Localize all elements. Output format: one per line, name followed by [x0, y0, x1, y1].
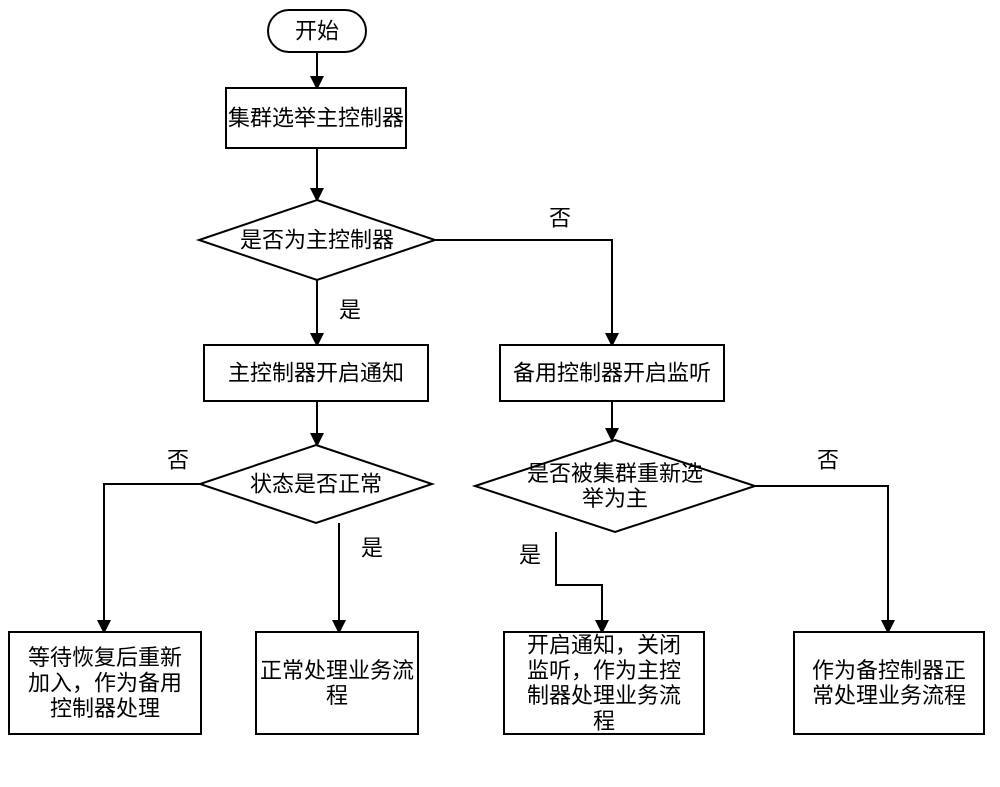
- flow-node-isMain: 是否为主控制器: [199, 200, 435, 280]
- node-text: 状态是否正常: [250, 472, 382, 497]
- flow-node-asBack: 作为备控制器正常处理业务流程: [794, 632, 984, 734]
- node-text: 是否被集群重新选: [527, 461, 703, 486]
- flow-node-elect: 集群选举主控制器: [226, 88, 406, 148]
- node-text: 备用控制器开启监听: [513, 361, 711, 386]
- flow-node-backOn: 备用控制器开启监听: [500, 345, 724, 401]
- node-text: 集群选举主控制器: [228, 106, 404, 131]
- node-text: 主控制器开启通知: [228, 361, 404, 386]
- flow-node-status: 状态是否正常: [200, 445, 432, 523]
- node-text: 开始: [295, 19, 339, 44]
- node-text: 等待恢复后重新: [28, 645, 182, 670]
- edge-label: 是: [361, 536, 383, 561]
- node-text: 常处理业务流程: [812, 683, 966, 708]
- flow-node-reelect: 是否被集群重新选举为主: [475, 440, 755, 532]
- edge-label: 是: [339, 298, 361, 323]
- edge-label: 否: [817, 448, 839, 473]
- flow-node-mainOn: 主控制器开启通知: [204, 345, 428, 401]
- node-text: 监听，作为主控: [527, 658, 681, 683]
- flow-node-normal: 正常处理业务流程: [256, 632, 418, 734]
- edge-label: 是: [519, 543, 541, 568]
- node-text: 正常处理业务流: [260, 658, 414, 683]
- flowchart-canvas: 是否否是是否开始集群选举主控制器是否为主控制器主控制器开启通知备用控制器开启监听…: [0, 0, 1000, 787]
- node-text: 举为主: [582, 486, 648, 511]
- flow-edge: [556, 532, 602, 632]
- flow-node-start: 开始: [268, 10, 366, 52]
- node-text: 作为备控制器正: [812, 658, 966, 683]
- flow-node-waitRej: 等待恢复后重新加入，作为备用控制器处理: [9, 632, 201, 734]
- node-text: 是否为主控制器: [240, 228, 394, 253]
- flow-node-openNot: 开启通知，关闭监听，作为主控制器处理业务流程: [504, 632, 704, 734]
- edge-label: 否: [549, 206, 571, 231]
- node-text: 程: [593, 708, 615, 733]
- flow-edge: [104, 484, 200, 632]
- flow-edge: [755, 486, 888, 632]
- node-text: 程: [326, 683, 348, 708]
- node-text: 开启通知，关闭: [527, 633, 681, 658]
- edge-label: 否: [167, 448, 189, 473]
- node-text: 控制器处理: [50, 696, 160, 721]
- node-text: 制器处理业务流: [527, 683, 681, 708]
- flow-edge: [435, 240, 612, 345]
- node-text: 加入，作为备用: [28, 671, 182, 696]
